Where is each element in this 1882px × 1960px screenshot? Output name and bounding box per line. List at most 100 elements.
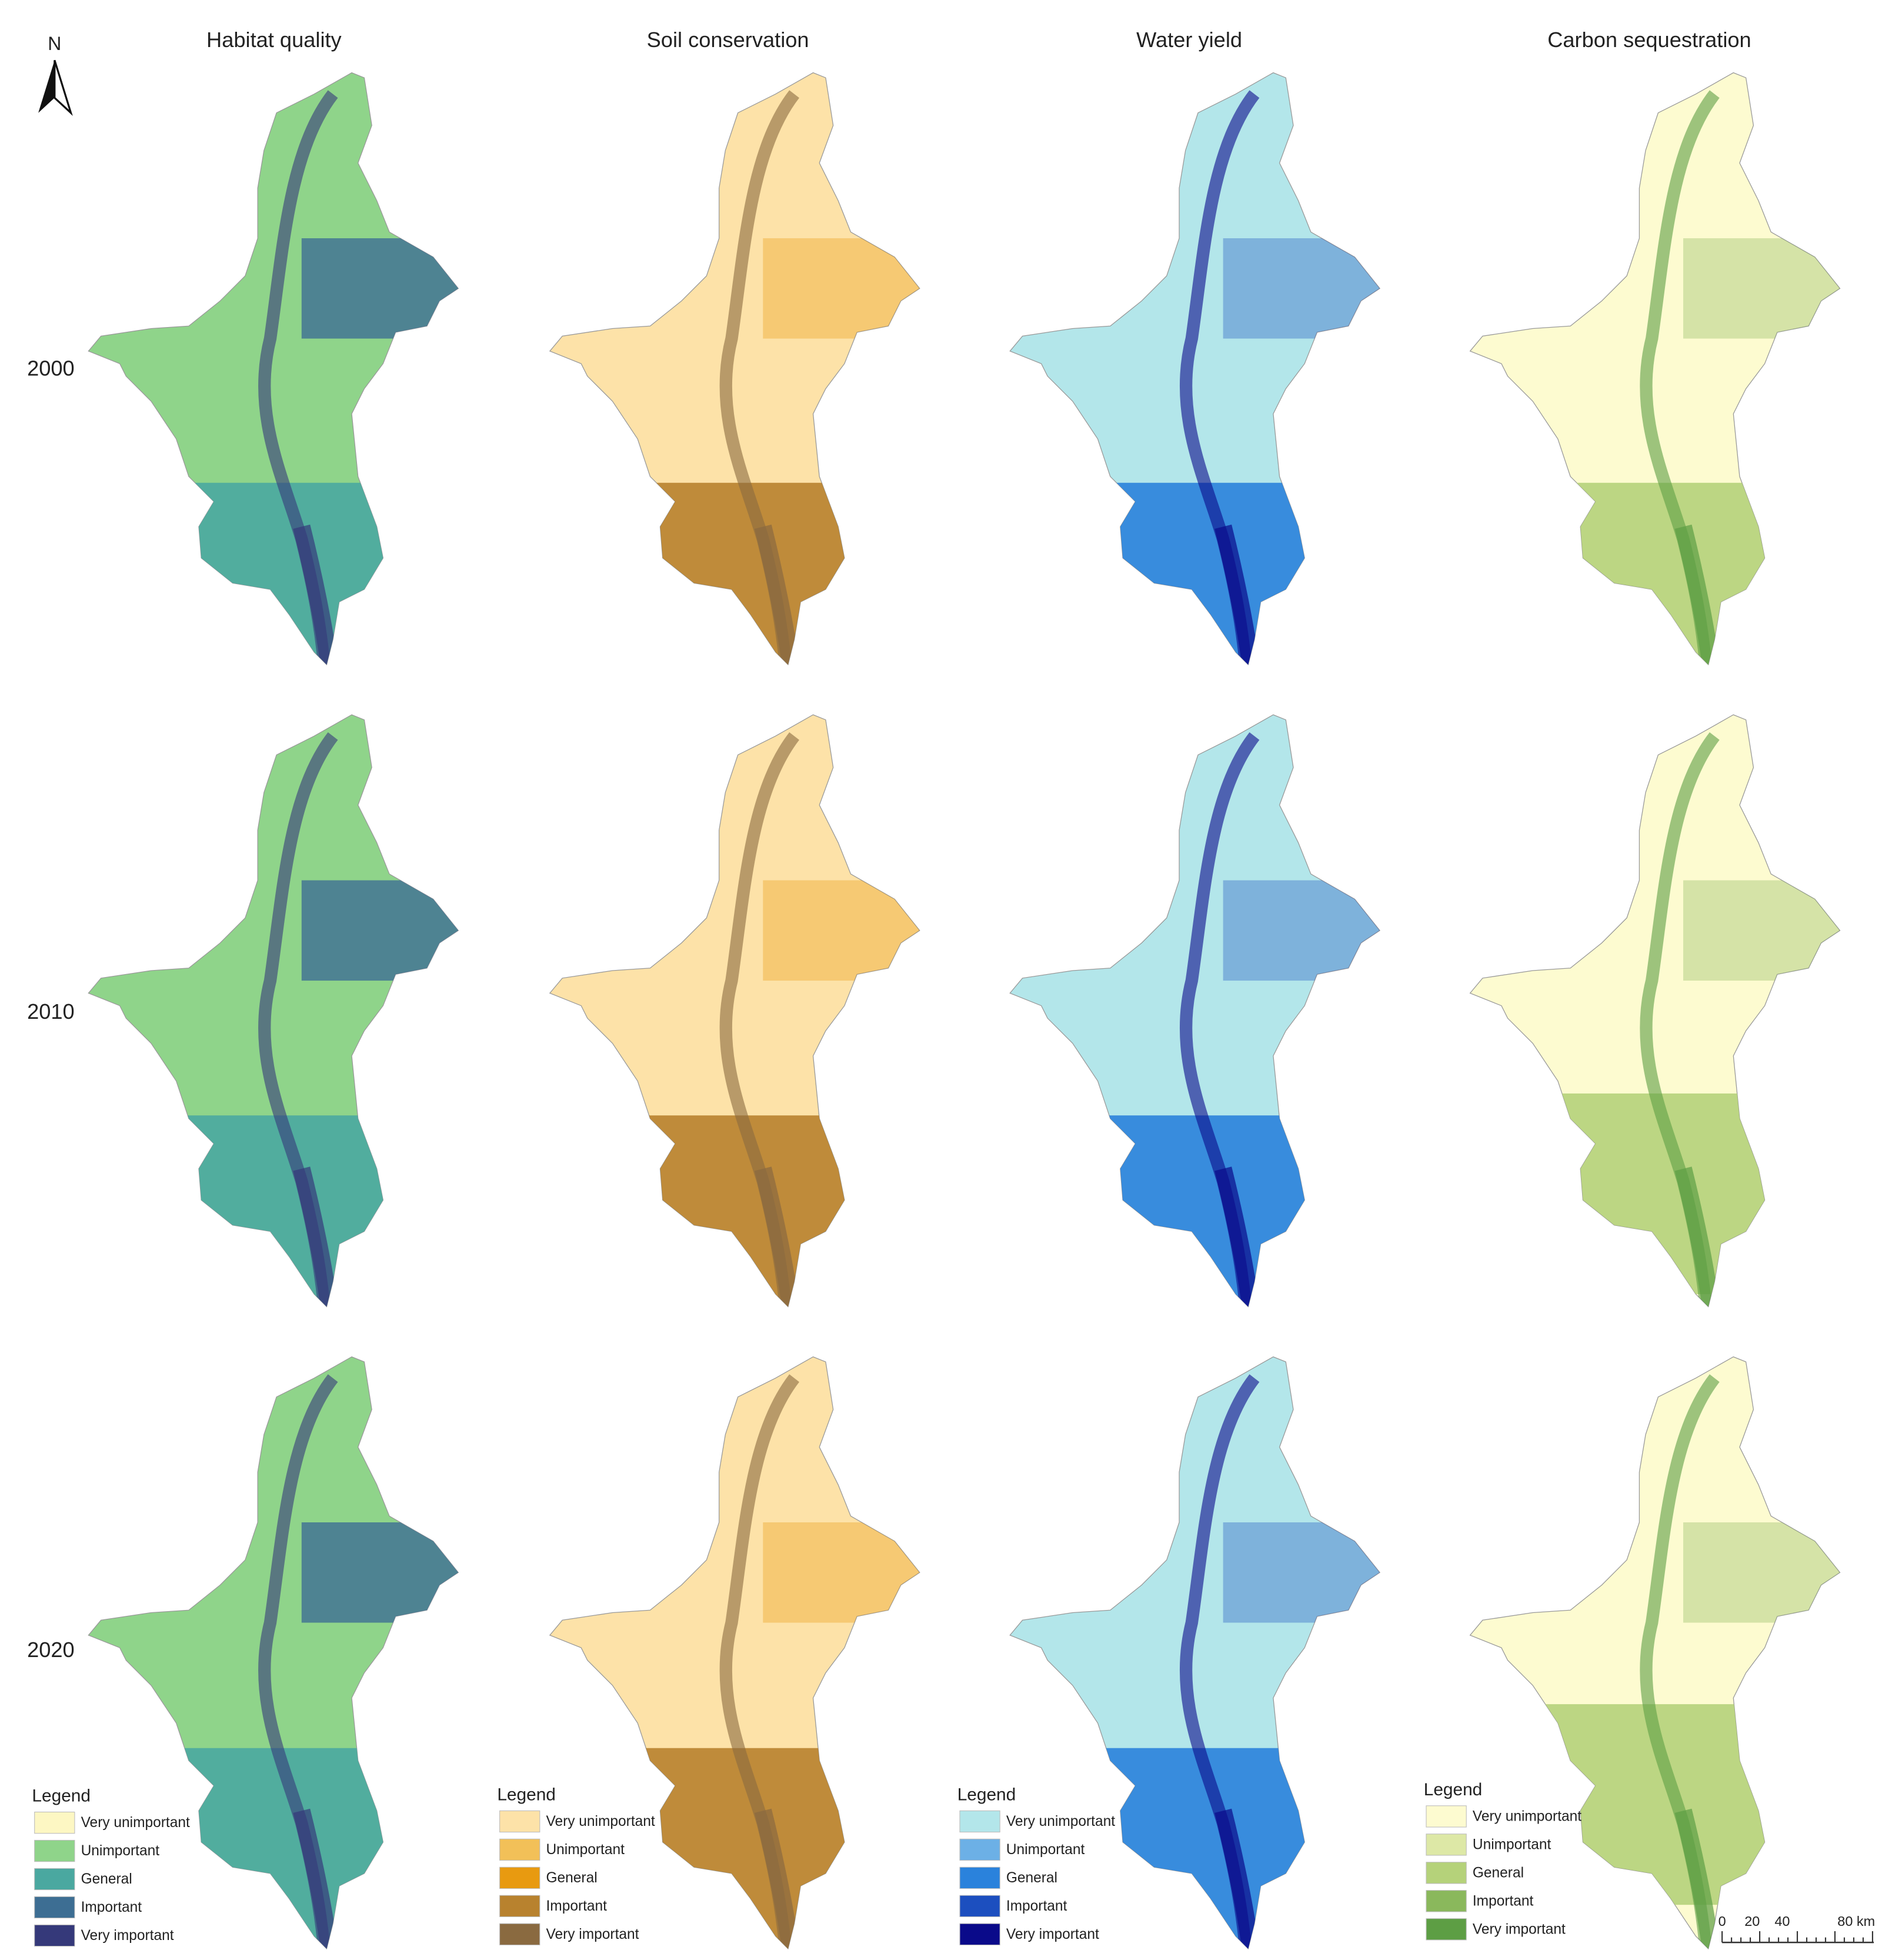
legend-label: Important [1473,1893,1534,1909]
map-panel [1009,714,1381,1308]
legend-swatch [499,1810,540,1833]
north-arrow: N [38,33,73,116]
legend-title: Legend [32,1786,91,1806]
legend-label: Very important [1473,1921,1566,1937]
legend-swatch [959,1838,1000,1861]
legend-swatch [34,1811,75,1834]
legend-label: Very important [1006,1926,1099,1942]
north-arrow-left [38,60,55,113]
legend-label: Unimportant [546,1842,625,1858]
column-title: Carbon sequestration [1547,28,1751,52]
column-title: Habitat quality [206,28,342,52]
river-south [293,1166,338,1307]
legend-swatch [499,1838,540,1861]
legend-label: Very unimportant [1006,1814,1115,1829]
legend-swatch [959,1923,1000,1945]
legend-swatch [959,1895,1000,1917]
legend-label: General [546,1870,597,1886]
patch-zone [1683,880,1840,981]
map-panel [1009,72,1381,666]
south-zone [88,482,459,665]
south-zone [549,482,920,665]
map-panel [549,1356,920,1950]
legend-swatch [1426,1918,1467,1941]
south-zone [88,1115,459,1307]
row-label: 2010 [27,999,75,1024]
patch-zone [301,238,459,339]
legend-swatch [1426,1862,1467,1884]
legend-swatch [1426,1805,1467,1828]
map-panel [549,714,920,1308]
legend-label: General [81,1871,132,1887]
legend-swatch [1426,1834,1467,1856]
legend-label: Unimportant [1473,1836,1551,1852]
north-arrow-right [54,59,73,116]
row-label: 2000 [27,356,75,380]
legend-label: Very important [81,1928,174,1944]
legend-label: General [1006,1870,1057,1886]
south-zone [1010,482,1380,665]
legend-swatch [34,1839,75,1862]
scale-label: 0 [1719,1914,1726,1929]
legend-label: Important [546,1898,607,1914]
river-south [293,1808,338,1949]
legend: Legend Very unimportant Unimportant General… [1424,1780,1581,1941]
map-panel [88,1356,459,1950]
legend-label: Unimportant [81,1843,160,1859]
legend-swatch [959,1810,1000,1833]
column-title: Water yield [1136,28,1242,52]
column-title: Soil conservation [647,28,809,52]
map-panel [1009,1356,1381,1950]
row-label: 2020 [27,1638,75,1662]
legend-label: Very important [546,1926,639,1942]
patch-zone [1223,1522,1380,1623]
river-south [1214,1808,1260,1949]
south-zone [1010,1115,1380,1307]
south-zone [549,1115,920,1307]
legend-title: Legend [1424,1780,1483,1799]
legend-label: Very unimportant [546,1814,655,1829]
river-south [754,524,799,665]
river-south [293,524,338,665]
legend-swatch [499,1895,540,1917]
river-south [1214,524,1260,665]
patch-zone [1683,238,1840,339]
legend-swatch [34,1868,75,1891]
patch-zone [301,1522,459,1623]
patch-zone [301,880,459,981]
north-label: N [48,33,61,54]
scale-label: 40 [1774,1914,1790,1929]
patch-zone [1223,238,1380,339]
river-south [1674,1166,1720,1307]
map-panel [1469,72,1841,666]
legend-title: Legend [957,1785,1016,1805]
legend-label: General [1473,1865,1524,1881]
river-south [754,1808,799,1949]
patch-zone [1683,1522,1840,1623]
legend-label: Important [81,1899,142,1915]
south-zone [1470,482,1840,665]
scale-label: 20 [1744,1914,1760,1929]
map-panel [549,72,920,666]
scale-label: 80 km [1837,1914,1875,1929]
river-south [1674,524,1720,665]
patch-zone [1223,880,1380,981]
legend-label: Important [1006,1898,1067,1914]
patch-zone [763,238,920,339]
river-south [754,1166,799,1307]
legend: Legend Very unimportant Unimportant General… [957,1785,1115,1945]
scale-bar: 0 20 40 80 km [1719,1914,1875,1944]
patch-zone [763,1522,920,1623]
legend-swatch [959,1866,1000,1889]
legend-label: Very unimportant [1473,1808,1581,1824]
legend-label: Very unimportant [81,1815,190,1831]
legend-swatch [1426,1890,1467,1912]
legend-label: Unimportant [1006,1842,1085,1858]
legend: Legend Very unimportant Unimportant General… [497,1785,655,1945]
patch-zone [763,880,920,981]
legend: Legend Very unimportant Unimportant General… [32,1786,190,1947]
legend-swatch [499,1923,540,1945]
map-panel [1469,714,1841,1308]
